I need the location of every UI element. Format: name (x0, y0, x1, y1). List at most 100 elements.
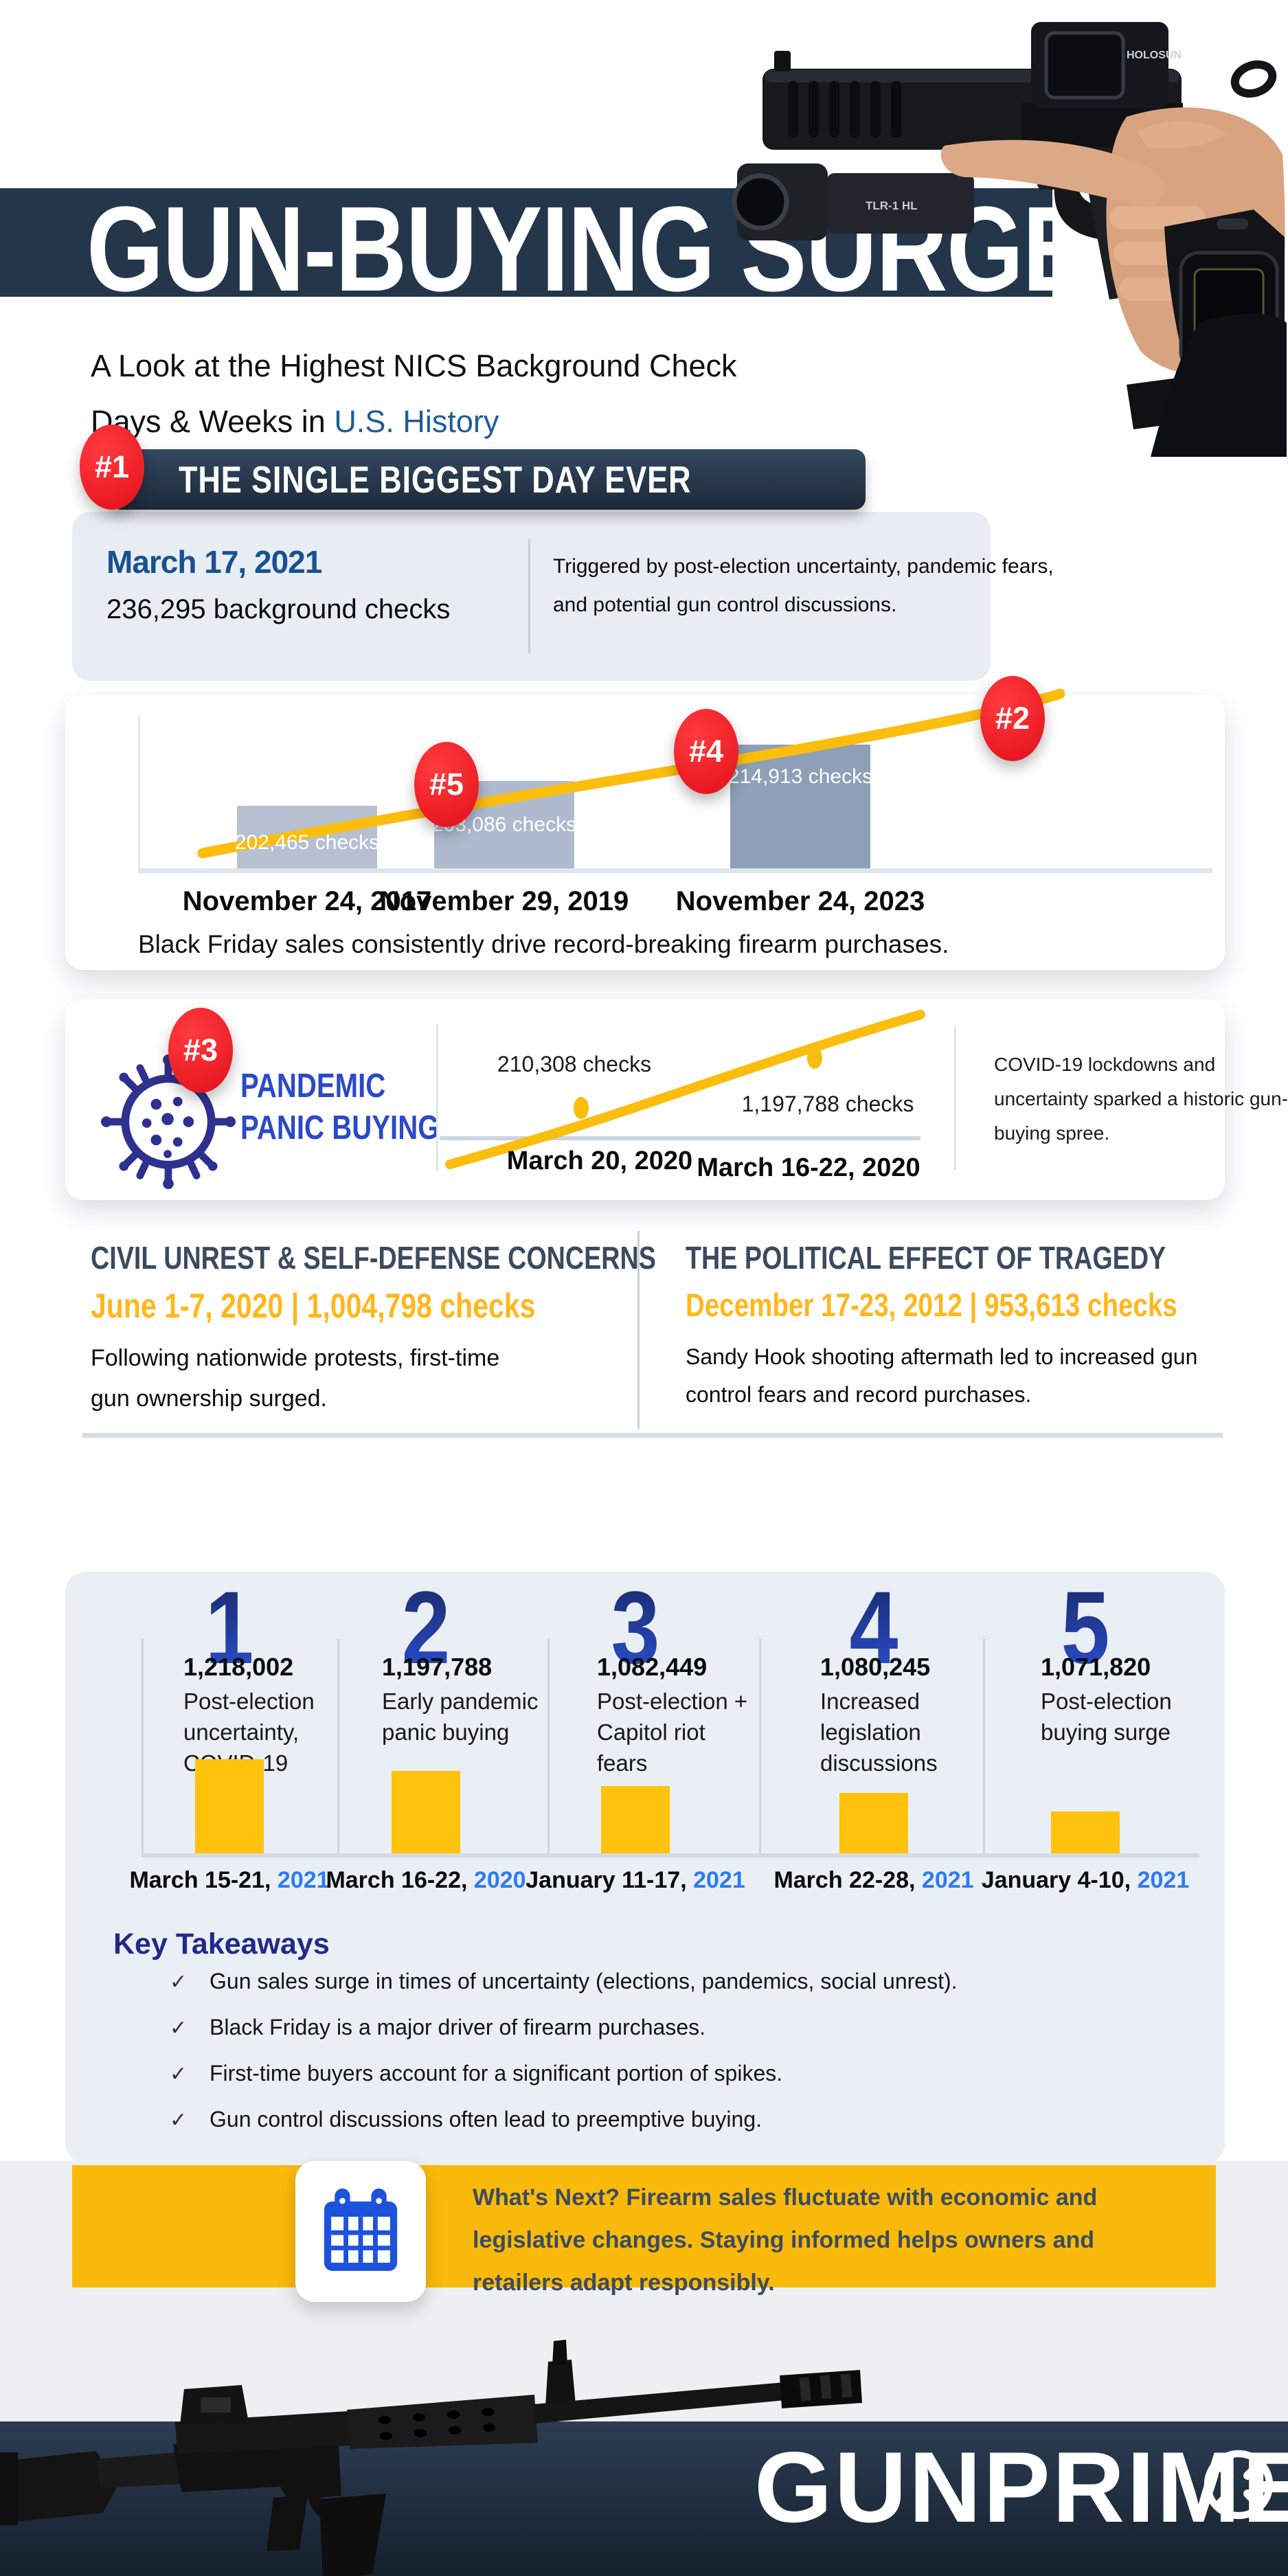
rank-number: 1 (205, 1570, 254, 1685)
takeaway-item: ✓ Black Friday is a major driver of firea… (170, 2015, 705, 2040)
pandemic-line-chart (440, 1010, 925, 1169)
chart-x-axis (138, 868, 1212, 873)
section-divider (82, 1433, 1223, 1438)
top5-card: 1 2 3 4 5 1,218,002 1,197,788 1,082,449 … (65, 1572, 1225, 2164)
week-date: March 16-22, 2020 (326, 1867, 526, 1893)
trigger-finger (940, 139, 1165, 207)
single-day-date: March 17, 2021 (106, 544, 322, 580)
rank-number: 5 (1061, 1570, 1110, 1685)
black-friday-card: 202,465 checks 203,086 checks 214,913 ch… (65, 676, 1225, 970)
bar-date: November 24, 2023 (675, 886, 925, 916)
rank-number: 2 (401, 1570, 451, 1685)
week-date: March 15-21, 2021 (129, 1867, 330, 1893)
light-lens (732, 173, 789, 231)
point-date: March 20, 2020 (506, 1146, 693, 1175)
rank-badge-3: #3 (168, 1008, 233, 1093)
front-sight (774, 51, 791, 71)
black-friday-caption: Black Friday sales consistently drive re… (138, 930, 949, 958)
single-day-card: March 17, 2021 236,295 background checks… (72, 512, 1054, 681)
week-bar (839, 1793, 908, 1853)
tragedy-stat: December 17-23, 2012 | 953,613 checks (686, 1287, 1177, 1323)
check-icon: ✓ (170, 2017, 188, 2040)
main-title-line2: GUN-BUYING SURGES (87, 182, 1153, 317)
vertical-divider (436, 1024, 438, 1171)
week-bar (601, 1786, 670, 1853)
week-description: Post-election buying surge (1041, 1688, 1172, 1745)
lanyard-loop (1230, 60, 1277, 98)
civil-unrest-body: Following nationwide protests, first-tim… (91, 1345, 500, 1412)
data-point (574, 1097, 589, 1119)
point-label: 210,308 checks (497, 1052, 652, 1076)
week-bar (195, 1759, 264, 1853)
vertical-divider (954, 1026, 956, 1170)
tragedy-body: Sandy Hook shooting aftermath led to inc… (686, 1344, 1198, 1407)
check-icon: ✓ (170, 1971, 188, 1993)
check-icon: ✓ (170, 2063, 188, 2086)
brand-logo-text: GUNPRIME (754, 2431, 1288, 2543)
single-day-stat: 236,295 background checks (106, 594, 451, 624)
week-description: Increased legislation discussions (820, 1688, 938, 1776)
subtitle: A Look at the Highest NICS Background Ch… (91, 338, 737, 449)
vertical-divider (637, 1231, 640, 1429)
week-date: January 11-17, 2021 (526, 1867, 745, 1893)
takeaway-item: ✓ First-time buyers account for a signifi… (170, 2061, 783, 2086)
week-value: 1,071,820 (1041, 1653, 1151, 1681)
top5-heading: THE TOP 5 HIGHEST WEEKS FOR NICS BACKGRO… (85, 1474, 1288, 1526)
whats-next-text: What's Next? Firearm sales fluctuate wit… (473, 2184, 1098, 2296)
single-day-description: Triggered by post-election uncertainty, … (553, 555, 1054, 616)
vertical-divider (528, 539, 530, 653)
week-value: 1,197,788 (382, 1653, 493, 1681)
takeaway-item: ✓ Gun sales surge in times of uncertainty… (170, 1969, 958, 1993)
rank-badge-2: #2 (980, 676, 1045, 761)
calendar-tile (295, 2161, 426, 2302)
pandemic-description: COVID-19 lockdowns and uncertainty spark… (994, 1054, 1288, 1144)
pistol-photo: TLR-1 HL HOLOSUN (732, 22, 1287, 457)
week-bar (1051, 1811, 1120, 1853)
rifle-photo (0, 2340, 862, 2576)
sight-brand-label: HOLOSUN (1127, 49, 1182, 61)
civil-unrest-stat: June 1-7, 2020 | 1,004,798 checks (91, 1287, 536, 1325)
week-value: 1,218,002 (183, 1653, 294, 1681)
whats-next-banner (72, 2165, 1216, 2287)
week-description: Early pandemic panic buying (382, 1688, 539, 1745)
column-divider (983, 1639, 985, 1853)
column-divider (337, 1639, 339, 1853)
calendar-icon (324, 2188, 398, 2271)
weapon-light-body (826, 173, 974, 234)
week-value: 1,080,245 (820, 1653, 931, 1681)
bar-date: November 24, 2017 (182, 886, 432, 916)
subtitle-line1: A Look at the Highest NICS Background Ch… (91, 348, 737, 383)
sleeve (1151, 313, 1287, 457)
rank-badge-5: #5 (414, 742, 479, 827)
point-label: 1,197,788 checks (741, 1092, 914, 1116)
civil-unrest-heading: CIVIL UNREST & SELF-DEFENSE CONCERNS (91, 1240, 656, 1276)
bar-label: 202,465 checks (234, 831, 380, 854)
takeaway-item: ✓ Gun control discussions often lead to p… (170, 2107, 762, 2132)
brand-reticle-icon (1204, 2450, 1274, 2520)
week-bar (392, 1771, 460, 1853)
week-date: January 4-10, 2021 (981, 1867, 1190, 1893)
rank-number: 3 (611, 1570, 660, 1685)
pandemic-card: #3 PANDEMIC PANIC BUYING (65, 999, 1288, 1200)
chart-baseline (142, 1853, 1199, 1857)
data-point (807, 1047, 822, 1069)
week-date: March 22-28, 2021 (773, 1867, 974, 1893)
light-brand-label: TLR-1 HL (866, 199, 918, 212)
pandemic-title: PANDEMIC PANIC BUYING (240, 1067, 440, 1146)
tragedy-heading: THE POLITICAL EFFECT OF TRAGEDY (686, 1240, 1166, 1276)
virus-icon (101, 1054, 236, 1189)
column-divider (142, 1639, 144, 1853)
subtitle-accent: U.S. History (334, 404, 499, 439)
week-value: 1,082,449 (597, 1653, 708, 1681)
week-description: Post-election + Capitol riot fears (597, 1688, 748, 1776)
point-date: March 16-22, 2020 (697, 1153, 920, 1182)
rank-badge-1: #1 (80, 425, 144, 510)
column-divider (547, 1639, 550, 1853)
bar-date: November 29, 2019 (379, 886, 629, 916)
bar-label: 214,913 checks (727, 765, 873, 788)
bar-2023 (730, 745, 870, 868)
single-day-banner: THE SINGLE BIGGEST DAY EVER (110, 449, 866, 510)
rank-number: 4 (849, 1570, 899, 1685)
chart-y-axis (138, 714, 140, 870)
